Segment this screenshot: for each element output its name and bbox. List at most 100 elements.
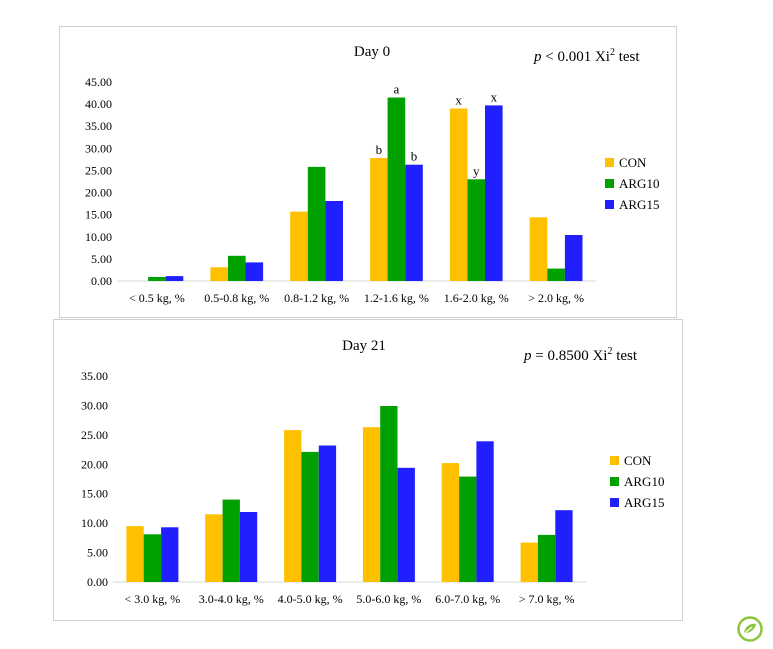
chart-title: Day 21 [342, 338, 386, 354]
bar-arg15 [245, 262, 264, 281]
legend-swatch-arg10 [610, 477, 619, 486]
stat-sup: 2 [607, 346, 613, 357]
y-tick-label: 30.00 [81, 398, 108, 412]
bar-con [449, 108, 468, 281]
bar-chart-day21: 0.00 5.00 10.00 15.00 20.00 25.00 30.00 35.00 < … [81, 369, 586, 606]
y-tick-label: 0.00 [87, 575, 108, 589]
stat-text: < 0.001 Xi [541, 49, 610, 65]
y-tick-label: 5.00 [91, 252, 112, 266]
bar-con [441, 463, 459, 582]
bar-arg15 [555, 510, 573, 582]
x-tick-label: 1.6-2.0 kg, % [444, 291, 509, 305]
bar-arg15 [161, 527, 179, 582]
stat-sup: 2 [609, 47, 615, 58]
bar-arg10 [537, 534, 556, 582]
bar-con [520, 542, 538, 582]
legend-label: ARG10 [624, 473, 665, 489]
significance-label: x [491, 89, 498, 104]
bar-con [284, 430, 302, 582]
significance-label: b [376, 142, 383, 157]
x-tick-label: 4.0-5.0 kg, % [278, 592, 343, 606]
bar-arg15 [485, 105, 503, 282]
stat-tail: test [612, 348, 638, 364]
bar-arg10 [143, 534, 161, 582]
bar-arg10 [387, 97, 406, 281]
x-tick-label: 5.0-6.0 kg, % [356, 592, 421, 606]
legend-label: CON [624, 452, 652, 468]
legend-label: ARG15 [624, 494, 665, 510]
bar-arg10 [467, 179, 486, 281]
y-tick-label: 30.00 [85, 141, 112, 155]
legend-swatch-arg15 [605, 200, 614, 209]
legend: CON ARG10 ARG15 [610, 450, 664, 513]
bar-arg15 [318, 445, 337, 582]
bar-arg15 [239, 512, 258, 582]
chart-panel-day0: Day 0 p < 0.001 Xi2 test 0.00 5.00 10.00 15… [59, 26, 677, 318]
legend-item-arg10: ARG10 [610, 471, 664, 492]
bar-arg10 [459, 476, 477, 582]
bar-arg10 [228, 255, 246, 281]
bar-con [210, 267, 228, 281]
x-tick-label: > 2.0 kg, % [528, 291, 584, 305]
legend: CON ARG10 ARG15 [605, 152, 659, 215]
publisher-logo-icon [737, 616, 763, 642]
legend-swatch-arg15 [610, 498, 619, 507]
legend-label: ARG15 [619, 196, 660, 212]
legend-item-con: CON [605, 152, 659, 173]
significance-label: b [411, 149, 418, 164]
legend-swatch-con [605, 158, 614, 167]
bar-arg15 [397, 467, 415, 582]
legend-swatch-con [610, 456, 619, 465]
y-tick-label: 15.00 [85, 208, 112, 222]
stat-p: p [524, 348, 532, 364]
legend-swatch-arg10 [605, 179, 614, 188]
bar-arg15 [165, 276, 184, 281]
legend-item-arg15: ARG15 [605, 194, 659, 215]
chart-title: Day 0 [353, 44, 391, 60]
y-tick-label: 0.00 [91, 274, 112, 288]
bar-con [370, 158, 388, 281]
y-tick-label: 10.00 [85, 230, 112, 244]
y-tick-label: 20.00 [81, 457, 108, 471]
stat-test-label: p = 0.8500 Xi2 test [524, 346, 638, 365]
stat-test-label: p < 0.001 Xi2 test [534, 47, 640, 66]
bar-arg10 [307, 166, 326, 281]
bar-arg10 [148, 277, 166, 281]
y-tick-label: 10.00 [81, 516, 108, 530]
bar-arg15 [325, 201, 343, 281]
bar-arg10 [222, 499, 240, 582]
y-tick-label: 25.00 [81, 428, 108, 442]
stat-text: = 0.8500 Xi [531, 348, 608, 364]
bar-con [362, 427, 381, 582]
bar-con [290, 211, 308, 281]
y-tick-label: 45.00 [85, 75, 112, 89]
legend-item-arg15: ARG15 [610, 492, 664, 513]
x-tick-label: 3.0-4.0 kg, % [199, 592, 264, 606]
y-tick-label: 35.00 [81, 369, 108, 383]
stat-tail: test [614, 49, 640, 65]
x-tick-label: 6.0-7.0 kg, % [435, 592, 500, 606]
bar-chart-day0: 0.00 5.00 10.00 15.00 20.00 25.00 30.00 35.00 40… [85, 75, 596, 305]
bar-con [529, 217, 548, 281]
y-tick-label: 15.00 [81, 487, 108, 501]
bar-con [205, 514, 223, 582]
chart-panel-day21: Day 21 p = 0.8500 Xi2 test 0.00 5.00 10.00… [53, 319, 683, 621]
x-tick-label: < 0.5 kg, % [129, 291, 185, 305]
x-tick-label: 0.8-1.2 kg, % [284, 291, 349, 305]
legend-item-arg10: ARG10 [605, 173, 659, 194]
y-tick-label: 40.00 [85, 97, 112, 111]
x-tick-label: < 3.0 kg, % [125, 592, 181, 606]
x-tick-label: 0.5-0.8 kg, % [204, 291, 269, 305]
bar-arg10 [380, 406, 398, 582]
bar-arg15 [405, 164, 423, 281]
bar-con [126, 526, 144, 582]
y-tick-label: 25.00 [85, 163, 112, 177]
x-tick-label: > 7.0 kg, % [519, 592, 575, 606]
significance-label: x [455, 93, 462, 108]
significance-label: a [394, 81, 400, 96]
y-tick-label: 5.00 [87, 546, 108, 560]
legend-item-con: CON [610, 450, 664, 471]
bar-arg15 [476, 441, 494, 582]
bar-arg15 [564, 235, 583, 281]
x-tick-label: 1.2-1.6 kg, % [364, 291, 429, 305]
